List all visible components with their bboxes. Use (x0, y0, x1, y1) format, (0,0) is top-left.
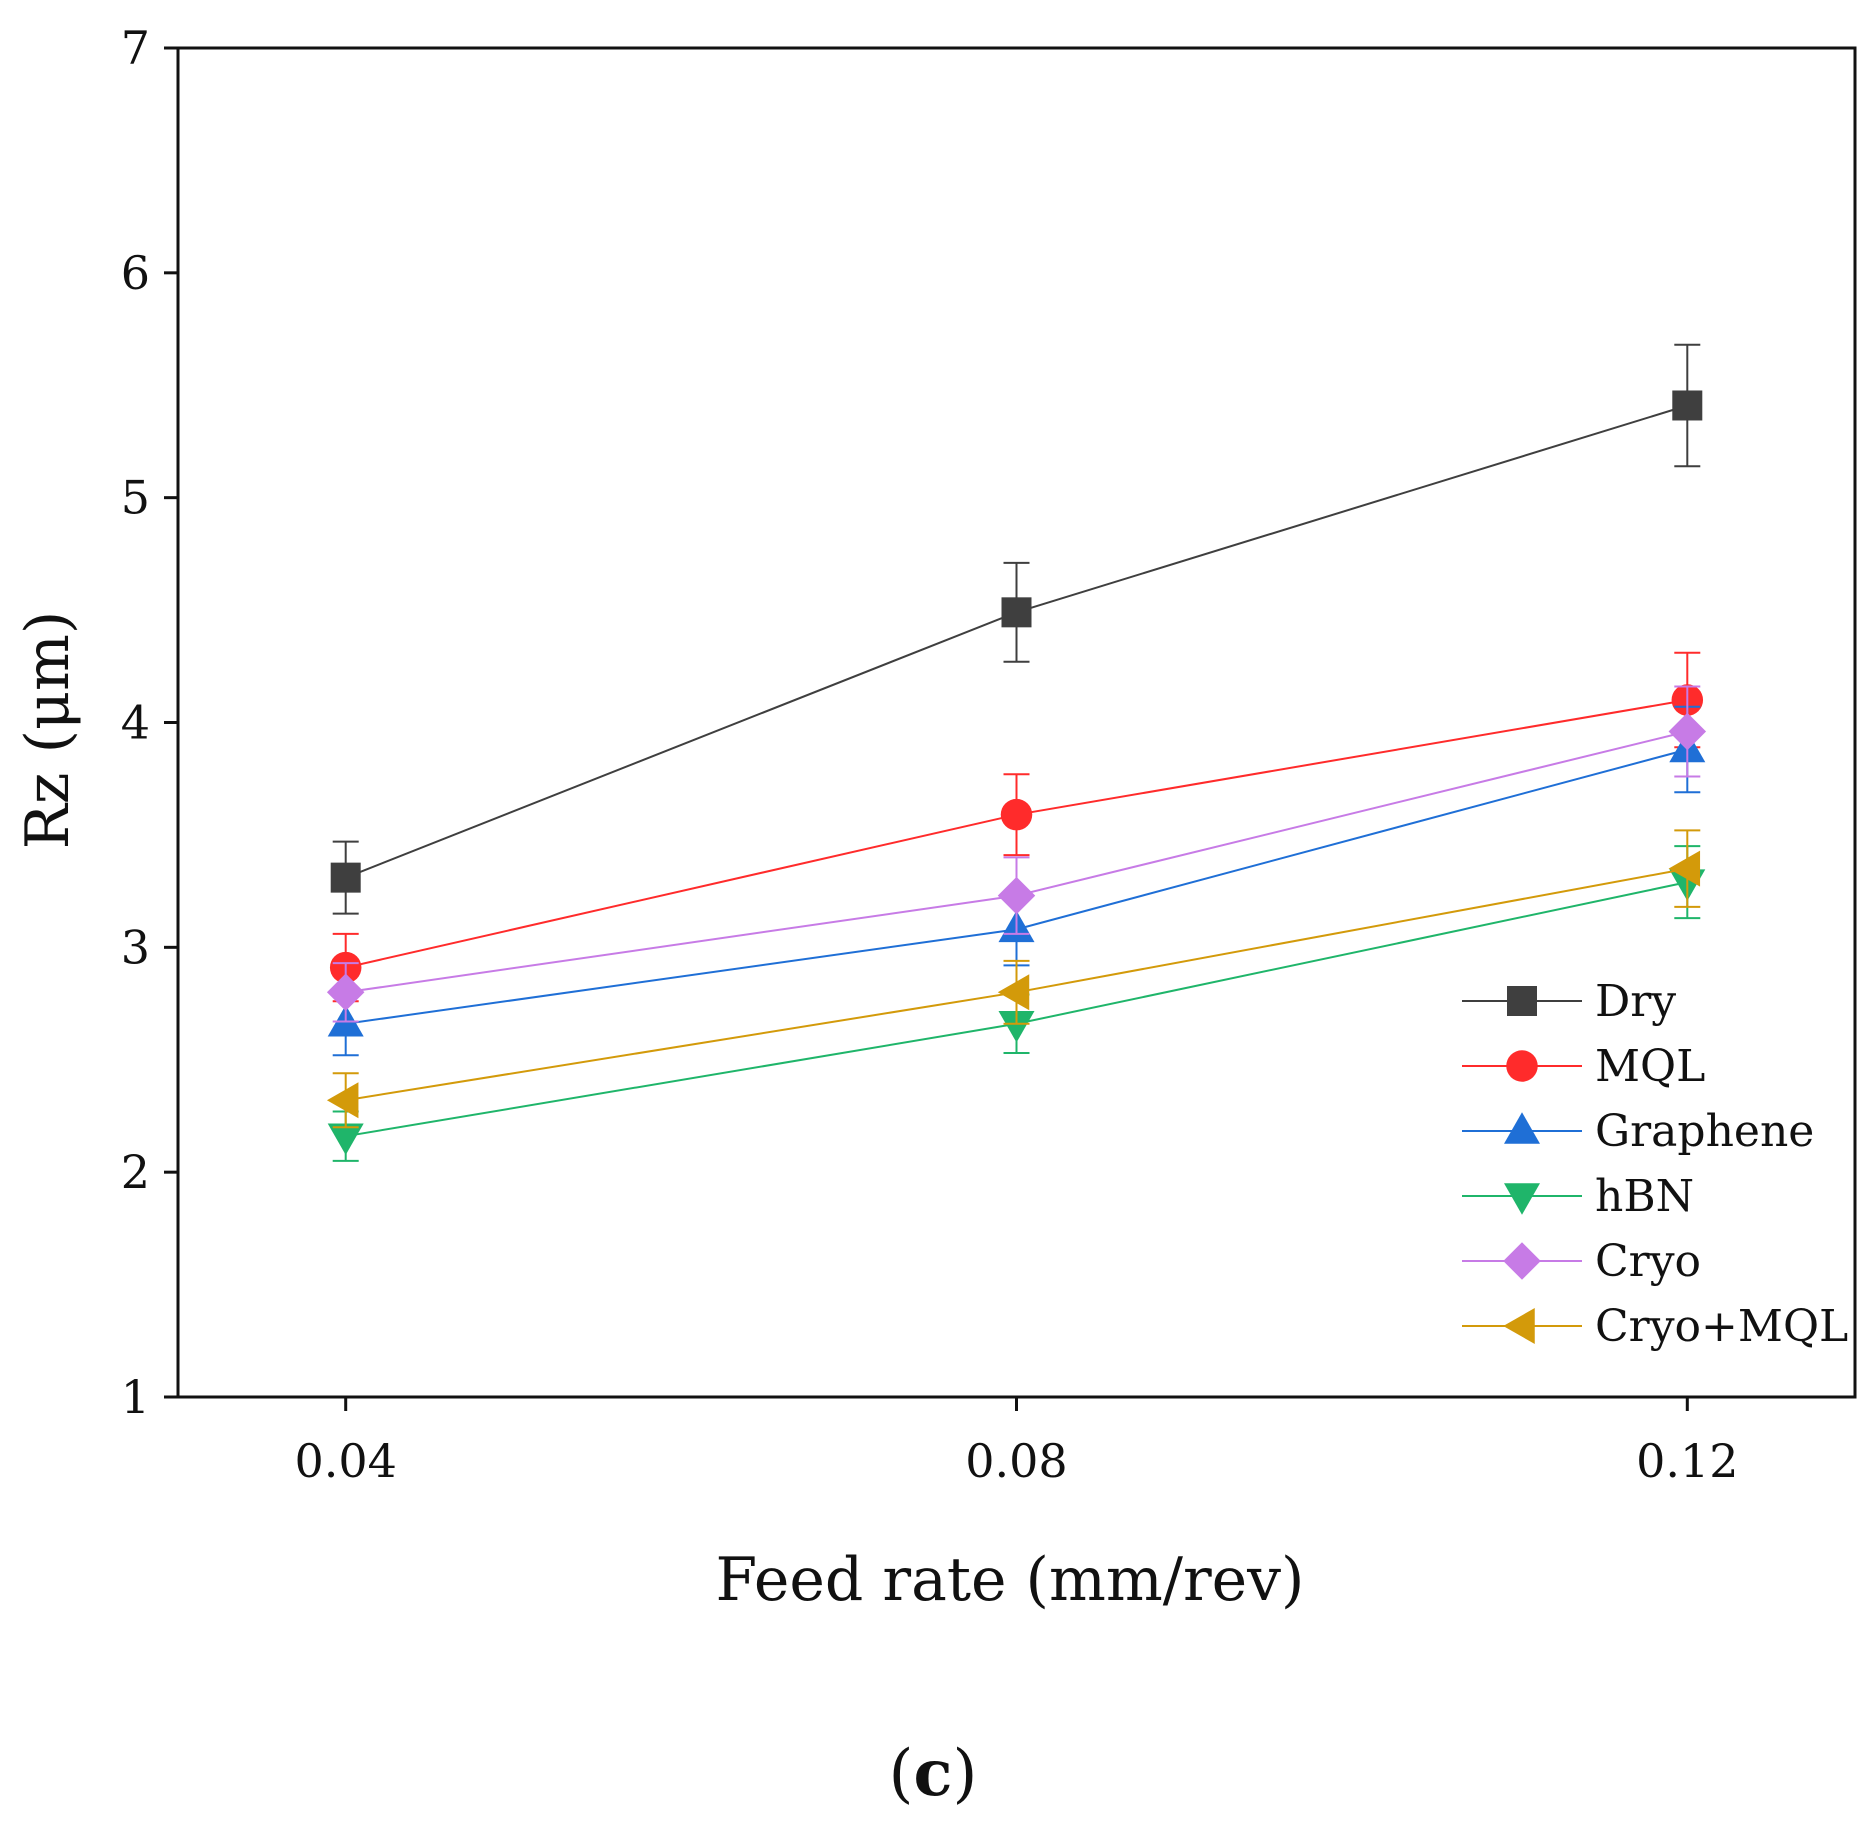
x-axis-ticks: 0.04 0.08 0.12 (294, 1397, 1739, 1488)
x-tick-label: 0.08 (965, 1434, 1067, 1488)
panel-label: (c) (889, 1736, 978, 1811)
panel-label-open: ( (889, 1737, 914, 1811)
series-cryo (326, 685, 1707, 1023)
legend-label: MQL (1595, 1041, 1705, 1092)
legend-label: Graphene (1595, 1106, 1814, 1157)
x-tick-label: 0.04 (294, 1434, 396, 1488)
panel-label-letter: c (914, 1736, 953, 1811)
data-point (997, 974, 1030, 1011)
legend: Dry MQL Graphene hBN Cryo Cryo+MQL (1462, 976, 1848, 1352)
x-axis-title: Feed rate (mm/rev) (716, 1545, 1305, 1615)
data-point (997, 876, 1036, 915)
y-tick-label: 4 (121, 696, 150, 750)
data-point (998, 1011, 1035, 1043)
legend-marker (1504, 1183, 1540, 1215)
data-point (1001, 597, 1032, 628)
legend-label: Dry (1595, 976, 1676, 1027)
legend-label: hBN (1595, 1171, 1694, 1222)
data-point (326, 1082, 359, 1119)
legend-marker (1504, 1112, 1540, 1144)
y-tick-label: 5 (121, 471, 150, 525)
y-axis-title: Rz (μm) (13, 611, 83, 850)
y-tick-label: 6 (121, 246, 150, 300)
data-point (330, 862, 361, 893)
legend-item: hBN (1462, 1171, 1694, 1222)
data-point (1672, 390, 1703, 421)
data-point (326, 973, 365, 1012)
y-tick-label: 7 (121, 21, 150, 75)
data-point (1668, 712, 1707, 751)
legend-item: Cryo+MQL (1462, 1301, 1848, 1352)
legend-marker (1503, 1242, 1541, 1280)
y-tick-label: 2 (121, 1145, 150, 1199)
y-tick-label: 1 (121, 1370, 150, 1424)
legend-marker (1507, 986, 1537, 1016)
legend-marker (1503, 1308, 1535, 1344)
series-cryo-mql (326, 829, 1701, 1129)
data-point (1668, 850, 1701, 887)
data-point (327, 1123, 364, 1155)
legend-item: Graphene (1462, 1106, 1814, 1157)
series-layer (326, 343, 1707, 1162)
legend-label: Cryo (1595, 1236, 1701, 1287)
legend-item: Dry (1462, 976, 1676, 1027)
panel-label-close: ) (952, 1737, 977, 1811)
x-tick-label: 0.12 (1636, 1434, 1738, 1488)
legend-marker (1506, 1050, 1538, 1082)
y-tick-label: 3 (121, 920, 150, 974)
data-point (1000, 798, 1033, 831)
legend-label: Cryo+MQL (1595, 1301, 1848, 1352)
legend-item: MQL (1462, 1041, 1705, 1092)
series-dry (330, 343, 1703, 915)
legend-item: Cryo (1462, 1236, 1701, 1287)
y-axis-ticks: 1 2 3 4 5 6 7 (121, 21, 178, 1424)
